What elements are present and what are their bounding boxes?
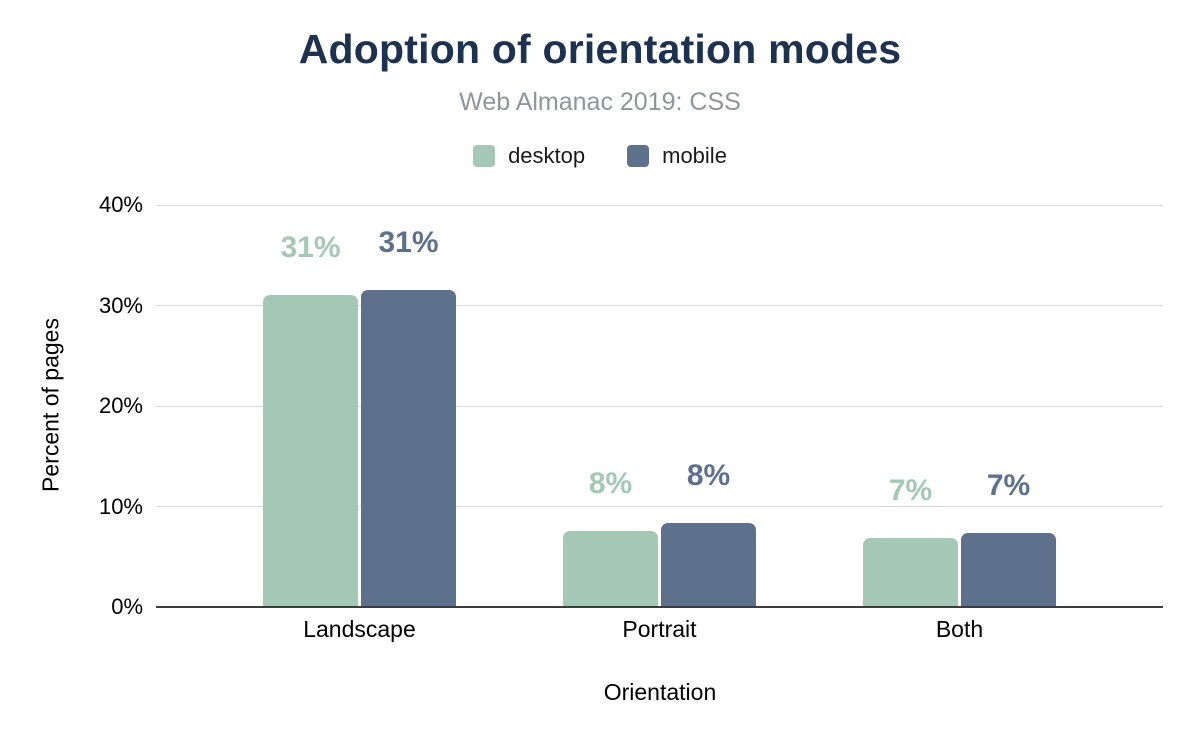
legend-item-desktop: desktop (473, 143, 585, 169)
value-label-desktop-portrait: 8% (588, 466, 633, 500)
legend-swatch-mobile (627, 145, 650, 167)
gridline (156, 305, 1163, 306)
x-axis-baseline (156, 606, 1163, 608)
chart-title: Adoption of orientation modes (298, 26, 902, 72)
legend-label: mobile (662, 143, 727, 168)
bar-desktop-landscape (263, 295, 358, 607)
bar-desktop-portrait (563, 530, 658, 607)
y-axis-title: Percent of pages (37, 318, 64, 492)
legend-label: desktop (508, 143, 586, 168)
bar-mobile-landscape (361, 290, 456, 607)
gridline (156, 506, 1163, 507)
bar-desktop-both (863, 537, 958, 607)
y-tick-label: 30% (98, 292, 143, 318)
value-label-mobile-landscape: 31% (378, 226, 439, 260)
gridline (156, 405, 1163, 407)
x-tick-label-portrait: Portrait (622, 616, 697, 642)
chart-subtitle: Web Almanac 2019: CSS (459, 88, 741, 116)
value-label-mobile-both: 7% (986, 468, 1031, 502)
value-label-desktop-both: 7% (888, 473, 933, 507)
x-tick-label-both: Both (935, 616, 984, 642)
y-tick-label: 10% (98, 493, 143, 519)
legend: desktop mobile (0, 143, 1200, 169)
y-tick-label: 0% (111, 594, 143, 619)
value-label-desktop-landscape: 31% (280, 231, 341, 265)
legend-swatch-desktop (473, 145, 496, 167)
value-label-mobile-portrait: 8% (686, 458, 731, 492)
x-tick-label-landscape: Landscape (303, 616, 416, 642)
gridline (156, 204, 1163, 206)
bar-mobile-portrait (661, 522, 756, 607)
x-axis-title: Orientation (603, 679, 717, 705)
bar-mobile-both (961, 532, 1056, 607)
y-tick-label: 20% (98, 393, 143, 418)
legend-item-mobile: mobile (627, 143, 727, 169)
y-tick-label: 40% (98, 192, 143, 217)
